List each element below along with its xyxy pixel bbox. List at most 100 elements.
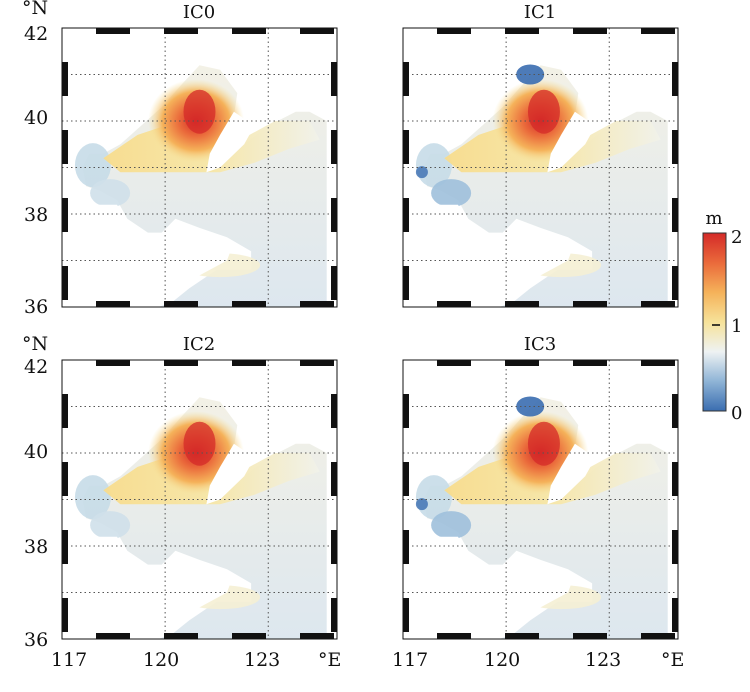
border-checker-bottom: [300, 301, 334, 307]
hotspot-core: [527, 421, 560, 466]
southwest-coast-shade: [90, 179, 131, 208]
panel-title-ic1: IC1: [524, 2, 556, 23]
lon-tick-120-right: 120: [484, 649, 520, 671]
border-checker-bottom: [232, 633, 266, 639]
lat-tick-38-bottom: 38: [24, 536, 48, 558]
colorbar: m 2 1 0: [702, 208, 742, 424]
border-checker-left: [62, 598, 68, 632]
panel-frame: [61, 359, 338, 640]
border-checker-right: [331, 198, 337, 232]
lon-tick-117-left: 117: [51, 649, 87, 671]
lat-tick-labels-bottom: °N 42 40 38 36: [22, 333, 48, 651]
border-checker-right: [672, 266, 678, 300]
border-checker-top: [505, 360, 539, 366]
border-checker-bottom: [573, 301, 607, 307]
border-checker-bottom: [437, 633, 471, 639]
border-checker-left: [403, 198, 409, 232]
southwest-coast-shade: [431, 511, 472, 540]
border-checker-top: [641, 360, 675, 366]
border-checker-bottom: [96, 301, 130, 307]
shandong-peninsula: [403, 536, 575, 639]
border-checker-left: [403, 266, 409, 300]
southwest-coast-shade: [90, 511, 131, 540]
panel-title-ic2: IC2: [183, 334, 215, 355]
border-checker-left: [403, 62, 409, 96]
border-checker-top: [96, 360, 130, 366]
panel-title-ic3: IC3: [524, 334, 556, 355]
border-checker-top: [573, 360, 607, 366]
west-coast-shade: [74, 143, 111, 188]
panel-frame: [61, 27, 338, 308]
border-checker-right: [331, 598, 337, 632]
map-panel-ic0: IC0: [61, 2, 338, 308]
colorbar-tick-0: 0: [731, 403, 742, 424]
border-checker-bottom: [505, 301, 539, 307]
border-checker-left: [403, 598, 409, 632]
sea-region: [82, 397, 327, 639]
lon-unit-right: °E: [661, 649, 684, 671]
liaodong-peninsula: [206, 111, 255, 173]
border-checker-left: [62, 394, 68, 428]
lon-tick-117-right: 117: [392, 649, 428, 671]
border-checker-right: [331, 530, 337, 564]
shandong-peninsula: [62, 536, 234, 639]
lon-tick-labels: 117 120 123 °E 117 120 123 °E: [51, 649, 684, 671]
colorbar-tick-2: 2: [731, 227, 742, 248]
sea-region: [82, 65, 327, 307]
border-checker-top: [232, 360, 266, 366]
map-panel-ic3: IC3: [402, 334, 679, 640]
hotspot-core: [183, 89, 216, 134]
border-checker-bottom: [164, 633, 198, 639]
border-checker-right: [672, 530, 678, 564]
lon-tick-120-left: 120: [143, 649, 179, 671]
border-checker-top: [573, 28, 607, 34]
border-checker-top: [437, 360, 471, 366]
west-tip-low: [415, 166, 428, 179]
border-checker-right: [331, 62, 337, 96]
border-checker-bottom: [232, 301, 266, 307]
border-checker-top: [232, 28, 266, 34]
border-checker-bottom: [505, 633, 539, 639]
border-checker-left: [62, 462, 68, 496]
border-checker-right: [672, 62, 678, 96]
sea-region: [423, 65, 668, 307]
colorbar-tick-1: 1: [731, 316, 742, 337]
border-checker-left: [62, 266, 68, 300]
southwest-coast-shade: [431, 179, 472, 208]
panel-frame: [402, 27, 679, 308]
border-checker-bottom: [641, 301, 675, 307]
border-checker-top: [164, 28, 198, 34]
border-checker-left: [62, 198, 68, 232]
border-checker-left: [62, 530, 68, 564]
shandong-peninsula: [62, 204, 234, 307]
shandong-peninsula: [403, 204, 575, 307]
border-checker-right: [331, 130, 337, 164]
hotspot-core: [527, 89, 560, 134]
lat-tick-40-bottom: 40: [24, 441, 48, 463]
lat-tick-36-bottom: 36: [24, 629, 48, 651]
lat-tick-labels-top: °N 42 40 38 36: [22, 0, 48, 318]
lon-tick-123-right: 123: [585, 649, 621, 671]
lon-tick-123-left: 123: [244, 649, 280, 671]
border-checker-top: [505, 28, 539, 34]
border-checker-left: [403, 394, 409, 428]
border-checker-bottom: [96, 633, 130, 639]
border-checker-top: [300, 360, 334, 366]
border-checker-top: [164, 360, 198, 366]
border-checker-left: [403, 462, 409, 496]
liaodong-peninsula: [206, 443, 255, 505]
border-checker-left: [403, 530, 409, 564]
lat-tick-38-top: 38: [24, 204, 48, 226]
panel-title-ic0: IC0: [183, 2, 215, 23]
lat-unit-bottom: °N: [22, 333, 48, 355]
colorbar-ramp: [702, 232, 727, 412]
colorbar-unit: m: [705, 208, 722, 229]
border-checker-bottom: [300, 633, 334, 639]
border-checker-top: [641, 28, 675, 34]
lat-unit-top: °N: [22, 0, 48, 19]
sea-region: [423, 397, 668, 639]
border-checker-top: [437, 28, 471, 34]
lat-tick-42-bottom: 42: [24, 356, 48, 378]
